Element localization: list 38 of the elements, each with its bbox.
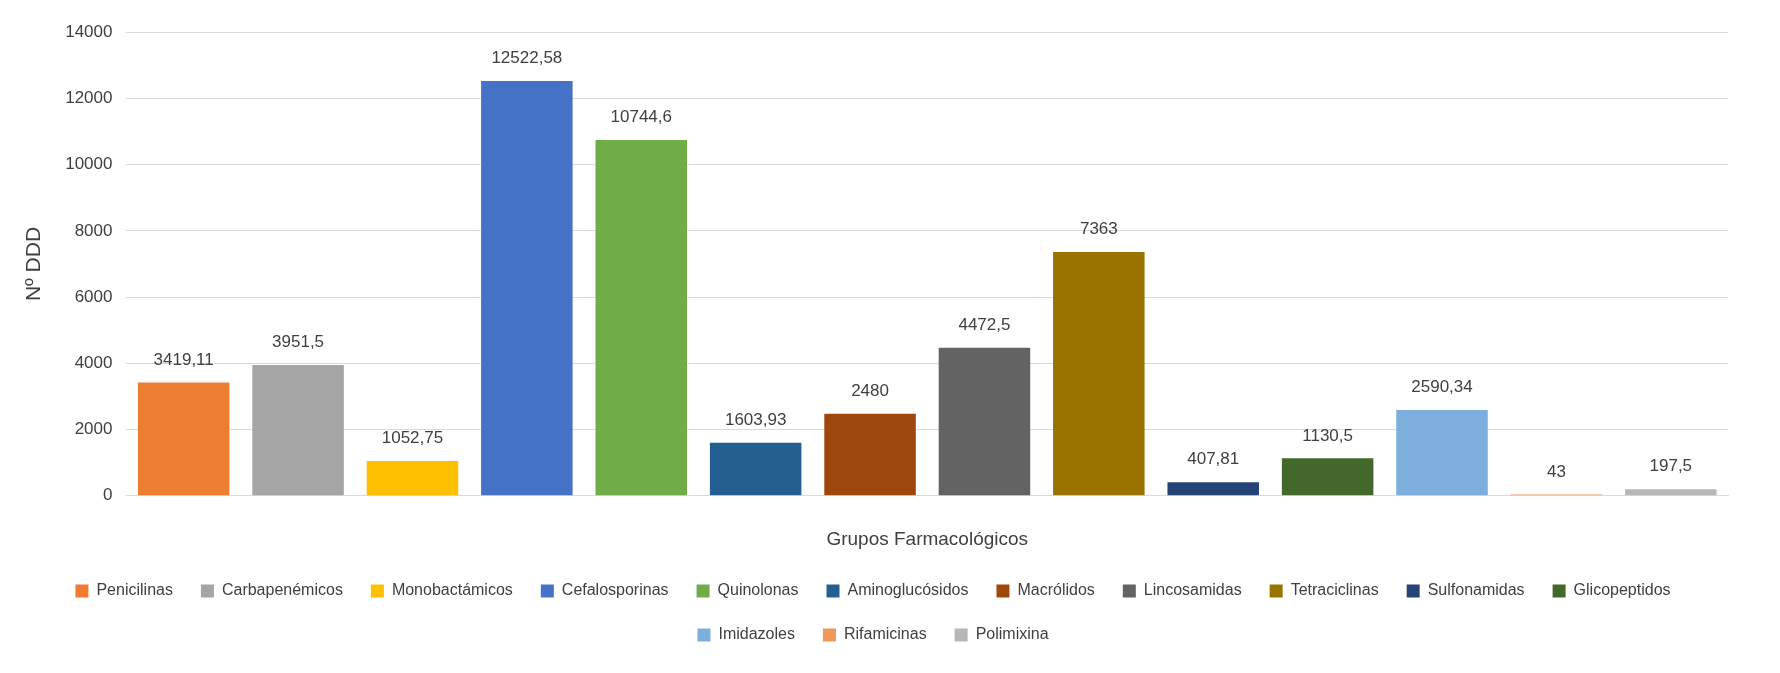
data-label: 7363 (1079, 219, 1118, 239)
y-axis-title: Nº DDD (21, 226, 45, 302)
y-tick-label: 4000 (74, 353, 113, 373)
legend-label: Carbapenémicos (221, 581, 343, 599)
data-label: 1603,93 (724, 409, 787, 429)
legend-label: Polimixina (975, 625, 1049, 643)
legend-label: Lincosamidas (1143, 581, 1242, 599)
legend-label: Rifamicinas (843, 625, 927, 643)
data-label: 1130,5 (1302, 425, 1353, 445)
y-tick-label: 8000 (74, 220, 113, 240)
data-label: 197,5 (1649, 456, 1693, 476)
y-tick-label: 12000 (65, 88, 113, 108)
legend-label: Imidazoles (718, 625, 795, 643)
data-label: 4472,5 (958, 314, 1011, 334)
legend-label: Aminoglucósidos (847, 581, 969, 599)
legend-label: Penicilinas (96, 581, 173, 599)
data-label: 2590,34 (1411, 377, 1473, 397)
legend-label: Monobactámicos (391, 581, 513, 599)
legend-label: Sulfonamidas (1427, 581, 1525, 599)
data-label: 3951,5 (272, 332, 325, 352)
x-axis-title: Grupos Farmacológicos (826, 527, 1029, 549)
data-label: 407,81 (1187, 449, 1240, 469)
y-tick-label: 6000 (74, 286, 113, 306)
y-tick-label: 14000 (65, 21, 113, 41)
data-label: 43 (1546, 461, 1566, 481)
data-label: 3419,11 (153, 349, 214, 369)
data-label: 2480 (851, 380, 889, 400)
data-label: 12522,58 (491, 48, 563, 68)
legend-label: Tetraciclinas (1290, 581, 1379, 599)
legend-label: Glicopeptidos (1573, 581, 1671, 599)
y-tick-label: 10000 (65, 154, 113, 174)
data-label: 10744,6 (610, 107, 672, 127)
y-tick-label: 2000 (74, 419, 113, 439)
legend-label: Cefalosporinas (561, 581, 669, 599)
legend-label: Macrólidos (1017, 581, 1095, 599)
data-label: 1052,75 (381, 428, 444, 448)
y-tick-label: 0 (103, 485, 113, 505)
legend-label: Quinolonas (717, 581, 799, 599)
